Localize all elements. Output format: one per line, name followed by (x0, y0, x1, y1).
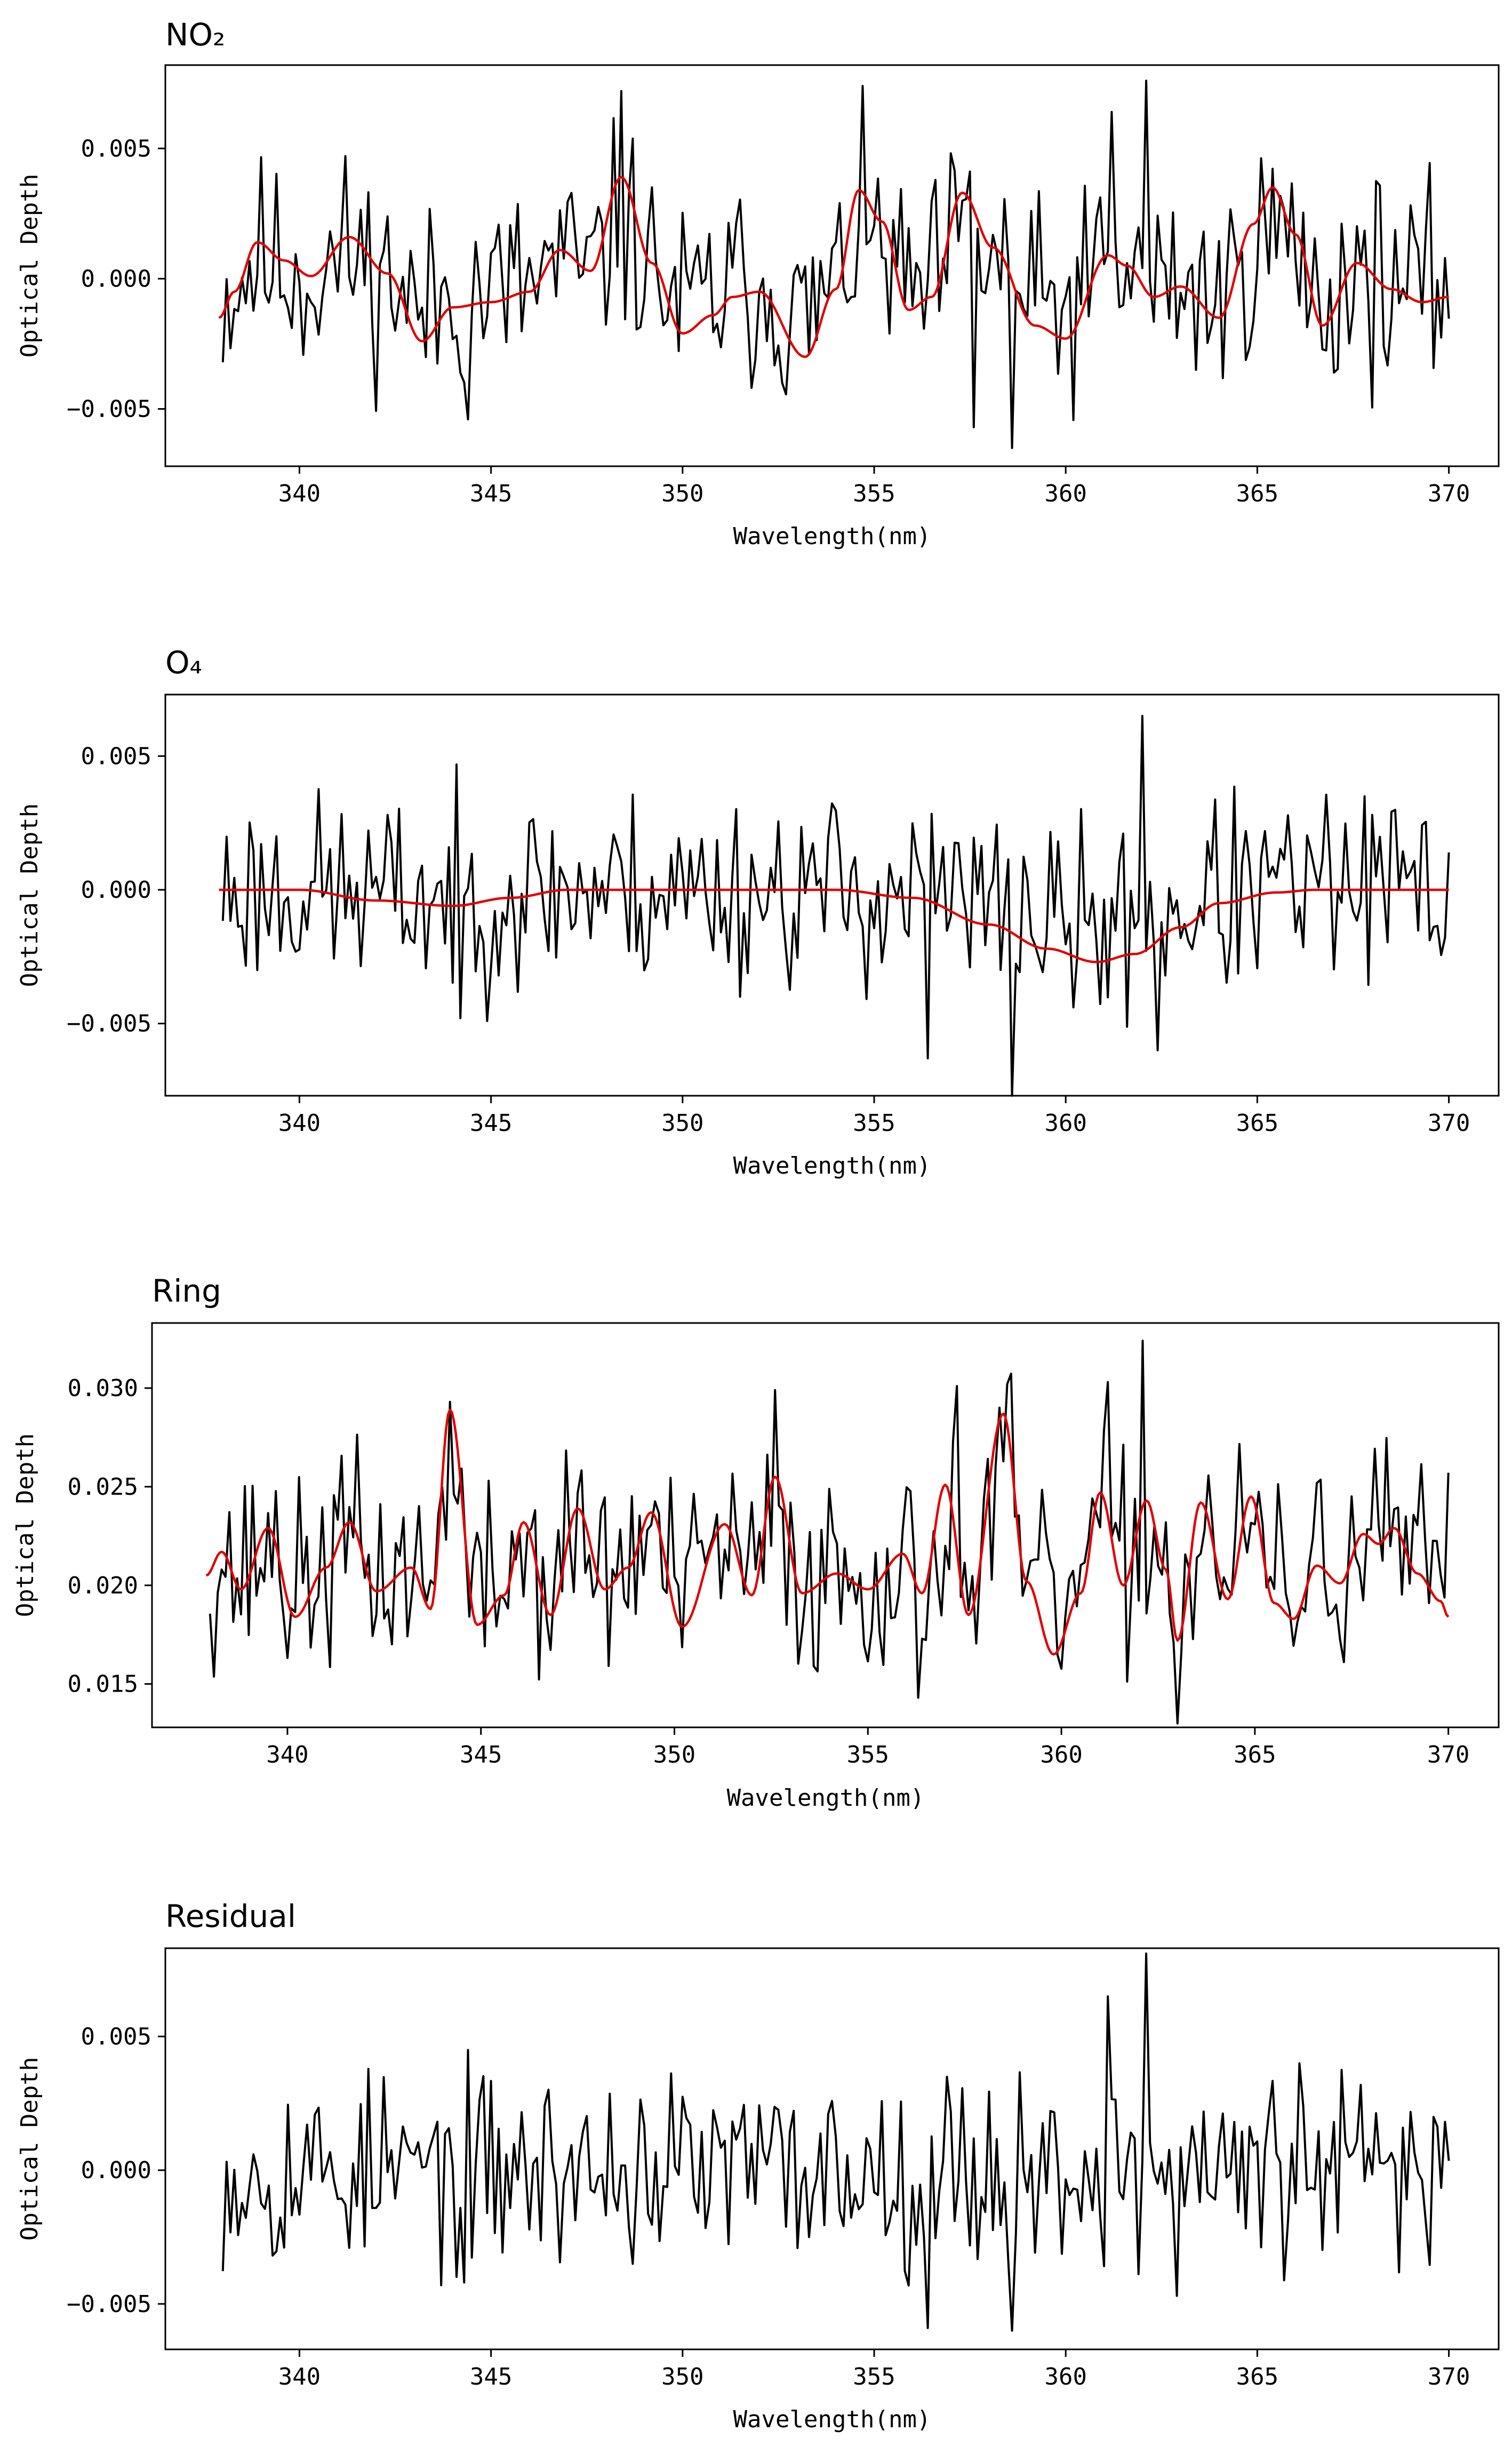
x-tick-label: 355 (847, 1741, 889, 1768)
x-tick-label: 345 (470, 480, 512, 507)
x-tick-label: 340 (278, 480, 321, 507)
x-axis-label: Wavelength(nm) (733, 1152, 931, 1179)
x-tick-label: 360 (1044, 2363, 1086, 2390)
chart-ring: Ring 340 345 350 355 360 365 370 0.015 0.020 0.02… (12, 1273, 1500, 1812)
y-tick-label: −0.005 (67, 1010, 151, 1038)
x-tick-label: 350 (661, 1110, 703, 1137)
y-tick-label: 0.000 (81, 876, 151, 904)
x-axis-label: Wavelength(nm) (727, 1784, 925, 1812)
y-axis-label: Optical Depth (16, 174, 43, 357)
x-tick-label: 350 (661, 480, 703, 507)
y-axis-label: Optical Depth (16, 2057, 43, 2241)
series-layer (219, 715, 1450, 1097)
series-line-observed (221, 715, 1450, 1097)
x-tick-label: 370 (1428, 1110, 1470, 1137)
x-tick-label: 360 (1044, 1110, 1086, 1137)
plot-area (164, 694, 1500, 1097)
series-layer (205, 1340, 1450, 1725)
y-tick-label: 0.030 (68, 1375, 138, 1402)
x-tick-label: 355 (853, 1110, 895, 1137)
y-tick-label: 0.005 (81, 743, 151, 770)
y-tick-label: −0.005 (67, 2291, 151, 2318)
series-line-observed (221, 1952, 1450, 2332)
chart-title: O₄ (165, 644, 202, 681)
series-layer (218, 79, 1450, 449)
x-tick-label: 370 (1428, 480, 1470, 507)
x-tick-label: 350 (661, 2363, 703, 2390)
y-tick-label: 0.005 (81, 2023, 151, 2050)
x-tick-label: 340 (278, 2363, 321, 2390)
series-line-observed (209, 1340, 1450, 1725)
chart-o4: O₄ 340 345 350 355 360 365 370 −0.005 0.000 0.005… (16, 644, 1500, 1179)
x-axis-label: Wavelength(nm) (733, 523, 931, 550)
chart-residual: Residual 340 345 350 355 360 365 370 −0.005 0.00… (16, 1898, 1500, 2433)
ticks-layer: 340 345 350 355 360 365 370 −0.005 0.000 0.005 (67, 135, 1470, 507)
x-tick-label: 365 (1236, 2363, 1278, 2390)
x-axis-label: Wavelength(nm) (733, 2406, 931, 2433)
series-line-fit (205, 1408, 1450, 1656)
plot-area (164, 1947, 1500, 2350)
chart-no2: NO₂ 340 345 350 355 360 365 370 −0.005 0.000 0.00… (16, 17, 1500, 550)
y-tick-label: 0.020 (68, 1572, 138, 1599)
x-tick-label: 370 (1428, 2363, 1470, 2390)
plot-area (164, 64, 1500, 467)
x-tick-label: 355 (853, 480, 895, 507)
series-line-fit (218, 176, 1449, 358)
x-tick-label: 340 (266, 1741, 308, 1768)
y-tick-label: 0.025 (68, 1473, 138, 1501)
y-axis-label: Optical Depth (16, 803, 43, 987)
x-tick-label: 360 (1044, 480, 1086, 507)
x-tick-label: 370 (1427, 1741, 1469, 1768)
chart-title: Ring (152, 1273, 221, 1309)
ticks-layer: 340 345 350 355 360 365 370 −0.005 0.000 0.005 (67, 2023, 1470, 2390)
y-axis-label: Optical Depth (12, 1433, 39, 1617)
y-tick-label: 0.000 (81, 2157, 151, 2184)
series-line-fit (219, 888, 1449, 963)
x-tick-label: 345 (470, 2363, 512, 2390)
chart-title: Residual (165, 1898, 296, 1934)
series-layer (221, 1952, 1450, 2332)
x-tick-label: 365 (1236, 480, 1278, 507)
y-tick-label: 0.000 (81, 265, 151, 292)
x-tick-label: 365 (1236, 1110, 1278, 1137)
y-tick-label: −0.005 (67, 396, 151, 423)
plot-area (151, 1322, 1500, 1728)
x-tick-label: 360 (1040, 1741, 1082, 1768)
chart-title: NO₂ (165, 17, 225, 53)
series-line-observed (221, 79, 1450, 449)
x-tick-label: 340 (278, 1110, 321, 1137)
x-tick-label: 350 (653, 1741, 695, 1768)
y-tick-label: 0.015 (68, 1671, 138, 1698)
x-tick-label: 355 (853, 2363, 895, 2390)
x-tick-label: 365 (1234, 1741, 1276, 1768)
x-tick-label: 345 (460, 1741, 502, 1768)
x-tick-label: 345 (470, 1110, 512, 1137)
y-tick-label: 0.005 (81, 135, 151, 162)
ticks-layer: 340 345 350 355 360 365 370 0.015 0.020 0.025 0.03… (68, 1375, 1470, 1768)
ticks-layer: 340 345 350 355 360 365 370 −0.005 0.000 0.005 (67, 743, 1470, 1137)
